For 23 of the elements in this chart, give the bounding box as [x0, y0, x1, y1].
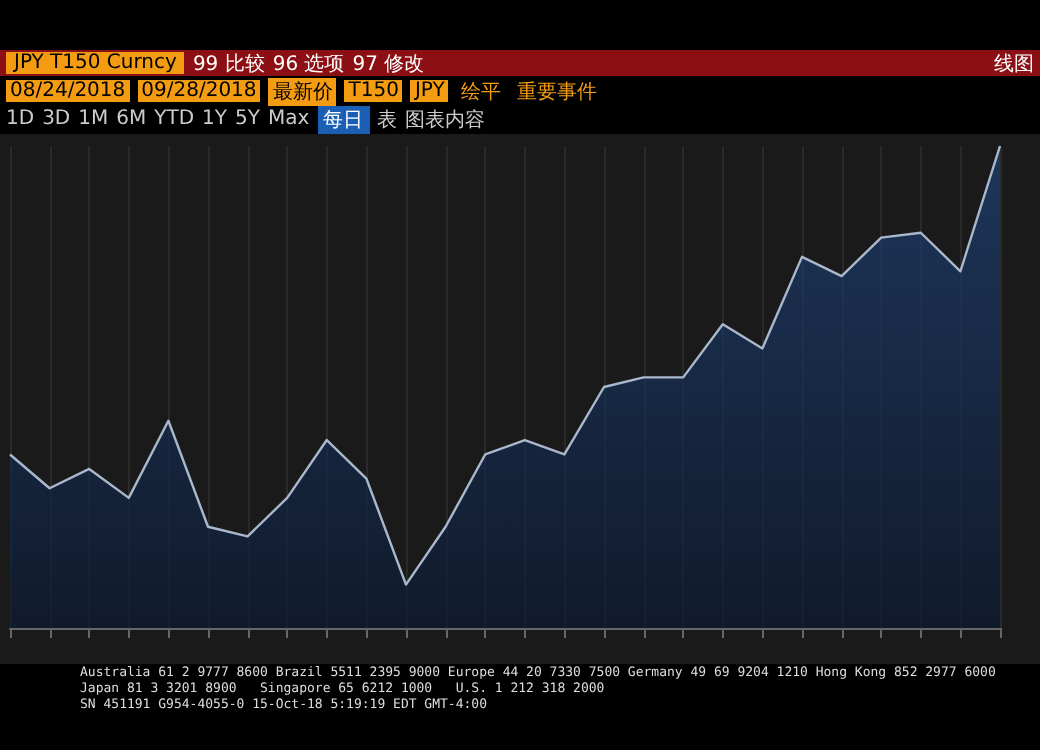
- text: 表: [377, 107, 398, 133]
- text: 6M: [116, 108, 147, 130]
- text: 每日: [317, 105, 370, 133]
- text: 1M: [78, 108, 109, 130]
- text: 绘平: [458, 79, 503, 105]
- text: 3D: [42, 108, 71, 130]
- text: 1Y: [202, 108, 228, 130]
- text: 重要事件: [514, 79, 599, 105]
- text: 线图: [994, 51, 1034, 77]
- text: 5Y: [235, 108, 261, 130]
- text: Max: [268, 108, 310, 130]
- text: YTD: [154, 108, 195, 130]
- text: 图表内容: [405, 107, 486, 133]
- text: JPY: [410, 80, 449, 102]
- text: 99 比较: [192, 51, 265, 77]
- text: T150: [344, 80, 403, 102]
- text: 96 选项: [272, 51, 345, 77]
- text: 1D: [6, 108, 35, 130]
- text: 最新价: [268, 77, 337, 105]
- text: 08/24/2018: [6, 80, 130, 102]
- chart-title: JPY T150 Curncy: [6, 52, 185, 74]
- text: 09/28/2018: [137, 80, 261, 102]
- text: 97 修改: [352, 51, 425, 77]
